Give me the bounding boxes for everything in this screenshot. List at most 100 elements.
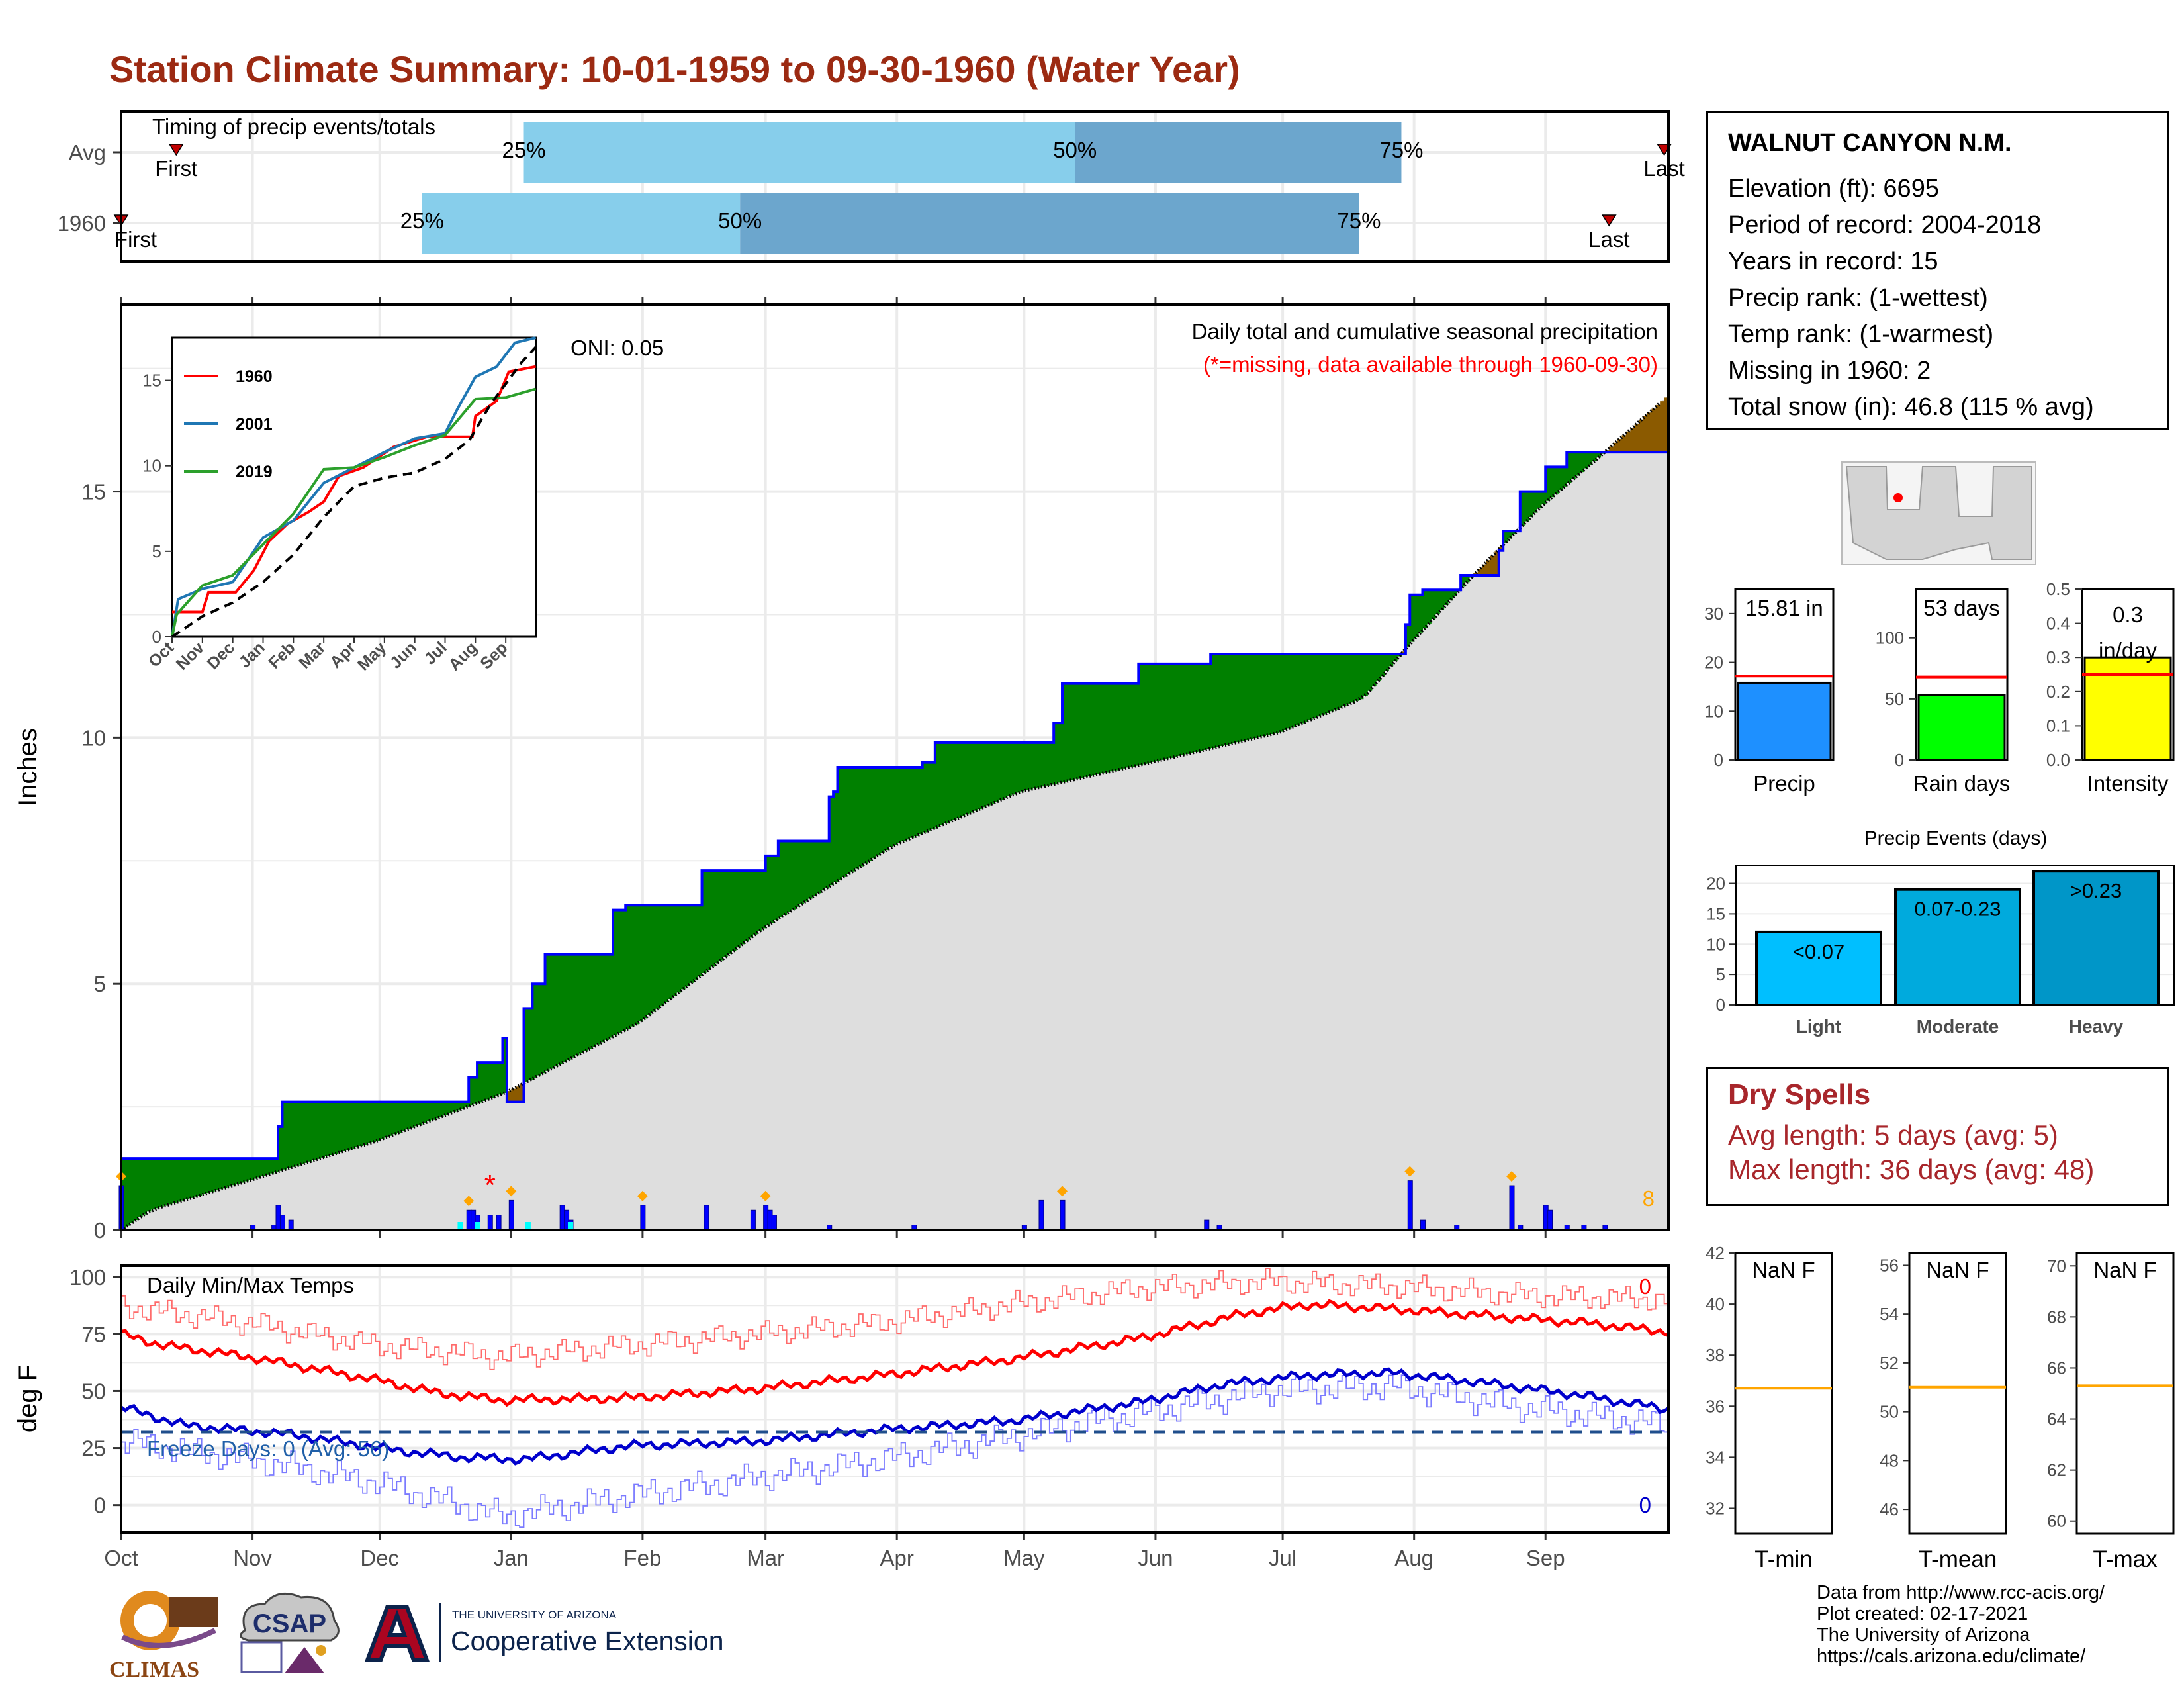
temps-x-tick-label: Jul [1269, 1546, 1297, 1570]
mini-chart-y-tick-label: 0.4 [2046, 614, 2070, 633]
events-y-tick-label: 20 [1706, 874, 1725, 894]
temp-box-y-tick-label: 56 [1880, 1255, 1899, 1275]
credit-plot-created: Plot created: 02-17-2021 [1817, 1603, 2028, 1624]
daily-precip-bar [640, 1205, 646, 1231]
event-category-label: Heavy [2069, 1016, 2124, 1037]
temps-y-axis-label: deg F [13, 1365, 42, 1432]
mini-chart-category: Precip [1753, 771, 1815, 796]
precip-annotation-missing: (*=missing, data available through 1960-… [1203, 352, 1658, 377]
event-bar-label: >0.23 [2070, 879, 2122, 902]
events-y-tick-label: 15 [1706, 904, 1725, 923]
temps-chart: Daily Min/Max Temps Freeze Days: 0 (Avg: … [13, 1264, 1670, 1570]
timing-first-marker [168, 144, 184, 156]
timing-row-label: 1960 [58, 211, 106, 236]
heavy-event-marker [463, 1196, 475, 1207]
temps-y-tick-label: 25 [81, 1436, 106, 1461]
temps-y-tick-label: 100 [69, 1265, 106, 1289]
inset-legend-label: 2019 [236, 463, 273, 481]
timing-pct-label: 75% [1379, 138, 1423, 162]
page-title: Station Climate Summary: 10-01-1959 to 0… [109, 48, 1240, 90]
credit-data-source: Data from http://www.rcc-acis.org/ [1817, 1582, 2105, 1603]
temp-box-y-tick-label: 34 [1706, 1447, 1725, 1467]
event-bar-label: <0.07 [1793, 940, 1844, 963]
tmin-count: 0 [1639, 1493, 1651, 1517]
station-name: WALNUT CANYON N.M. [1728, 129, 2012, 157]
events-y-tick-label: 10 [1706, 934, 1725, 954]
timing-bar-50-75 [740, 193, 1359, 254]
daily-precip-bar [508, 1199, 514, 1231]
dry-spells-max: Max length: 36 days (avg: 48) [1728, 1154, 2095, 1185]
daily-precip-bar [1204, 1219, 1210, 1231]
timing-mask [0, 106, 121, 113]
snow-marker [475, 1222, 480, 1229]
daily-precip-bar [1420, 1219, 1426, 1231]
temps-x-tick-label: Jan [494, 1546, 529, 1570]
temp-box-frame [2075, 1252, 2175, 1535]
timing-pct-label: 25% [502, 138, 545, 162]
csap-logo: CSAP [232, 1584, 347, 1683]
station-snow: Total snow (in): 46.8 (115 % avg) [1728, 393, 2094, 421]
timing-row-label: Avg [69, 140, 106, 165]
daily-precip-bar [704, 1205, 709, 1231]
daily-precip-bar [279, 1215, 285, 1231]
precip-y-tick-label: 10 [81, 726, 106, 750]
events-frame [1735, 865, 2175, 1006]
station-precip-rank: Precip rank: (1-wettest) [1728, 284, 1988, 312]
timing-last-label: Last [1643, 156, 1684, 181]
freeze-days-label: Freeze Days: 0 (Avg: 56) [147, 1436, 389, 1461]
timing-title: Timing of precip events/totals [152, 115, 435, 139]
daily-precip-bar [1407, 1180, 1413, 1231]
events-y-tick-label: 0 [1716, 995, 1725, 1015]
temps-y-tick-label: 50 [81, 1379, 106, 1403]
station-temp-rank: Temp rank: (1-warmest) [1728, 320, 1994, 348]
mini-chart-category: Rain days [1913, 771, 2011, 796]
heavy-event-marker [1057, 1186, 1068, 1197]
temp-box-frame [1908, 1252, 2007, 1535]
credit-university: The University of Arizona [1817, 1624, 2030, 1646]
temp-box-y-tick-label: 46 [1880, 1499, 1899, 1519]
events-y-tick-label: 5 [1716, 964, 1725, 984]
mini-chart-y-tick-label: 0.3 [2046, 647, 2070, 667]
heavy-event-marker [1404, 1166, 1416, 1177]
temp-box-category: T-min [1754, 1546, 1813, 1572]
tmin-record-line [121, 1374, 1669, 1528]
oni-label: ONI: 0.05 [570, 336, 664, 360]
mini-chart-category: Intensity [2087, 771, 2169, 796]
temps-x-tick-label: Dec [360, 1546, 399, 1570]
temp-box-y-tick-label: 32 [1706, 1498, 1725, 1518]
temps-x-tick-label: Oct [104, 1546, 138, 1570]
mini-chart-y-tick-label: 0 [1714, 750, 1723, 770]
dry-spells-title: Dry Spells [1728, 1078, 1871, 1111]
ua-logo-small-text: THE UNIVERSITY OF ARIZONA [452, 1609, 617, 1621]
heavy-event-marker [506, 1186, 517, 1197]
inset-chart: 196020012019051015OctNovDecJanFebMarAprM… [142, 336, 537, 675]
mini-chart-y-tick-label: 0.5 [2046, 579, 2070, 599]
temps-x-tick-label: Apr [880, 1546, 914, 1570]
events-title: Precip Events (days) [1864, 827, 2048, 849]
temps-y-tick-label: 0 [94, 1493, 106, 1518]
daily-precip-bar [288, 1219, 294, 1231]
inset-legend-label: 1960 [236, 367, 273, 386]
mini-chart-y-tick-label: 20 [1704, 653, 1723, 673]
temp-box-value: NaN F [2093, 1258, 2156, 1282]
mini-bar-charts: 15.81 in 0 10 20 30 Precip 53 days 0 50 100 Rain d… [1704, 579, 2175, 796]
temp-box-y-tick-label: 66 [2047, 1358, 2066, 1378]
temp-box-y-tick-label: 60 [2047, 1511, 2066, 1531]
precip-y-axis-label: Inches [13, 728, 42, 806]
csap-logo-text: CSAP [252, 1609, 327, 1638]
temps-x-tick-label: Sep [1526, 1546, 1565, 1570]
temp-box-y-tick-label: 38 [1706, 1345, 1725, 1365]
mini-chart-label: 53 days [1923, 596, 2000, 620]
mini-chart-label-value: 0.3 [2113, 602, 2143, 627]
timing-pct-label: 50% [1053, 138, 1097, 162]
timing-bar-50-75 [1075, 122, 1402, 183]
inset-legend-label: 2001 [236, 415, 273, 434]
climas-logo-text: CLIMAS [109, 1658, 200, 1682]
wetter-than-normal-fill [121, 452, 1606, 1229]
climas-logo: CLIMAS [109, 1584, 222, 1683]
mini-chart-y-tick-label: 0.0 [2046, 750, 2070, 770]
temps-x-tick-label: Nov [233, 1546, 272, 1570]
temp-box-category: T-mean [1919, 1546, 1997, 1572]
